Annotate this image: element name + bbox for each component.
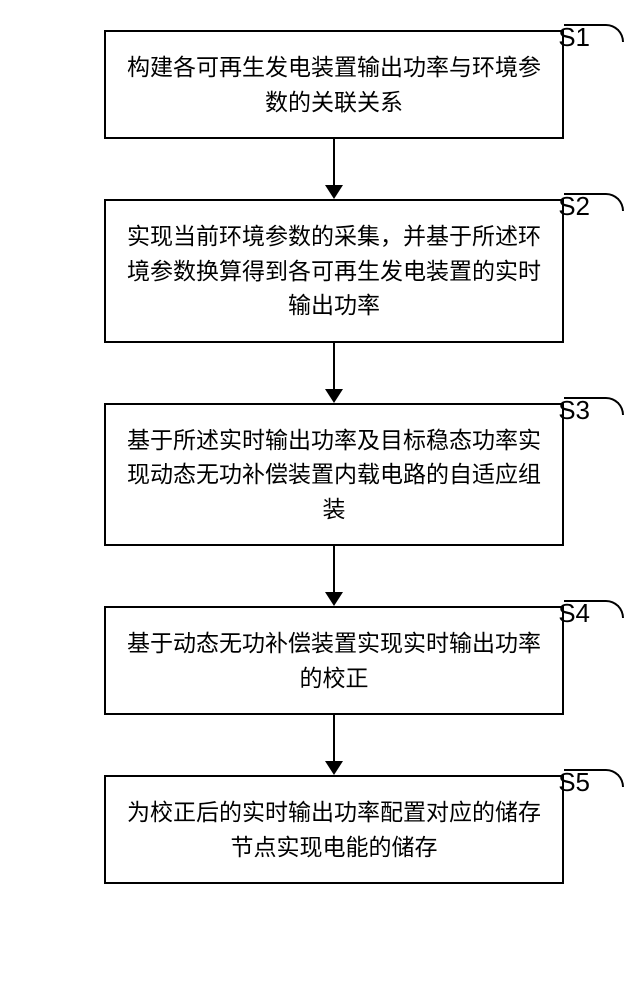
step-5-label: S5 (558, 767, 590, 798)
step-4-label: S4 (558, 598, 590, 629)
arrow-3-line (333, 546, 335, 594)
arrow-3-head (325, 592, 343, 606)
arrow-1-head (325, 185, 343, 199)
arrow-1-line (333, 139, 335, 187)
step-2-text: 实现当前环境参数的采集，并基于所述环境参数换算得到各可再生发电装置的实时输出功率 (126, 219, 542, 323)
arrow-2-line (333, 343, 335, 391)
arrow-4-line (333, 715, 335, 763)
step-3-text: 基于所述实时输出功率及目标稳态功率实现动态无功补偿装置内载电路的自适应组装 (126, 423, 542, 527)
step-3-label: S3 (558, 395, 590, 426)
flowchart-container: 构建各可再生发电装置输出功率与环境参数的关联关系 S1 实现当前环境参数的采集，… (0, 0, 628, 1000)
step-5-box: 为校正后的实时输出功率配置对应的储存节点实现电能的储存 (104, 775, 564, 884)
arrow-1 (0, 139, 628, 199)
step-5-container: 为校正后的实时输出功率配置对应的储存节点实现电能的储存 S5 (0, 775, 628, 884)
arrow-4 (0, 715, 628, 775)
step-2-box: 实现当前环境参数的采集，并基于所述环境参数换算得到各可再生发电装置的实时输出功率 (104, 199, 564, 343)
step-1-box: 构建各可再生发电装置输出功率与环境参数的关联关系 (104, 30, 564, 139)
arrow-3 (0, 546, 628, 606)
step-1-label: S1 (558, 22, 590, 53)
step-2-label: S2 (558, 191, 590, 222)
step-4-box: 基于动态无功补偿装置实现实时输出功率的校正 (104, 606, 564, 715)
step-4-container: 基于动态无功补偿装置实现实时输出功率的校正 S4 (0, 606, 628, 715)
arrow-2 (0, 343, 628, 403)
arrow-4-head (325, 761, 343, 775)
step-1-container: 构建各可再生发电装置输出功率与环境参数的关联关系 S1 (0, 30, 628, 139)
step-4-text: 基于动态无功补偿装置实现实时输出功率的校正 (126, 626, 542, 695)
step-2-container: 实现当前环境参数的采集，并基于所述环境参数换算得到各可再生发电装置的实时输出功率… (0, 199, 628, 343)
step-1-text: 构建各可再生发电装置输出功率与环境参数的关联关系 (126, 50, 542, 119)
step-5-text: 为校正后的实时输出功率配置对应的储存节点实现电能的储存 (126, 795, 542, 864)
step-3-box: 基于所述实时输出功率及目标稳态功率实现动态无功补偿装置内载电路的自适应组装 (104, 403, 564, 547)
step-3-container: 基于所述实时输出功率及目标稳态功率实现动态无功补偿装置内载电路的自适应组装 S3 (0, 403, 628, 547)
arrow-2-head (325, 389, 343, 403)
